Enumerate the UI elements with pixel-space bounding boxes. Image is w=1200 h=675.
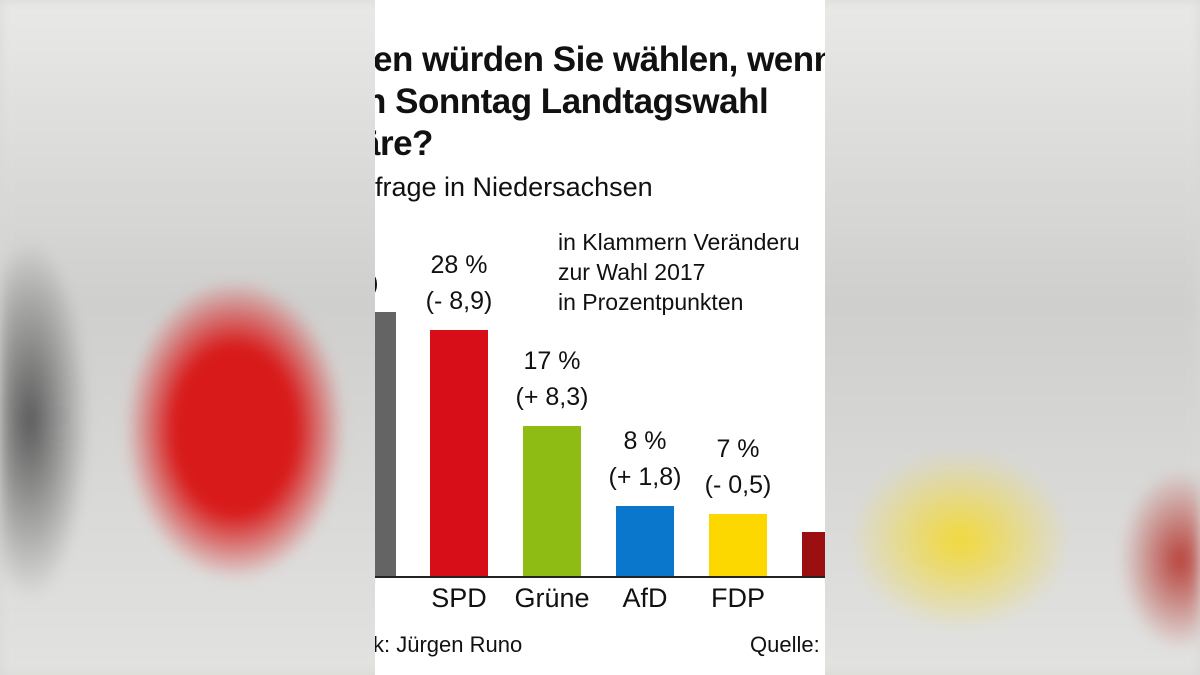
note: in Klammern Veränderu zur Wahl 2017 in P…	[558, 227, 800, 317]
category-label-2: Grüne	[514, 583, 590, 613]
change-label-2: (+ 8,3)	[515, 383, 589, 412]
category-label-5: Li	[786, 583, 825, 614]
bar-1	[430, 329, 488, 576]
category-label-4: FDP	[711, 583, 765, 613]
bar-4	[709, 514, 767, 576]
category-label-1: SPD	[431, 583, 487, 613]
change-label-1: (- 8,9)	[425, 286, 493, 315]
bar-2	[523, 426, 581, 576]
value-label-1: 28 %	[430, 250, 488, 279]
bar-0	[375, 312, 396, 576]
value-label-2: 17 %	[523, 347, 581, 376]
source: Quelle: I	[750, 632, 825, 657]
change-label-4: (- 0,5)	[704, 471, 772, 500]
note-line-3: in Prozentpunkten	[558, 289, 744, 315]
category-label-3: AfD	[622, 583, 668, 613]
x-axis-line	[375, 576, 825, 578]
title-line-3: äre?	[375, 124, 433, 163]
chart-panel: en würden Sie wählen, wenn n Sonntag Lan…	[375, 0, 825, 675]
subtitle: frage in Niedersachsen	[375, 172, 653, 202]
bar-5	[802, 532, 825, 576]
title-line-1: en würden Sie wählen, wenn	[375, 40, 825, 79]
credit: k: Jürgen Runo	[375, 632, 523, 657]
value-label-4: 7 %	[716, 435, 760, 464]
category-label-0: U	[375, 583, 422, 614]
change-label-3: (+ 1,8)	[608, 462, 682, 491]
note-line-1: in Klammern Veränderu	[558, 229, 800, 255]
bar-3	[616, 505, 674, 576]
value-label-5: 5	[791, 450, 825, 484]
change-label-5: (+	[791, 486, 825, 520]
title-line-2: n Sonntag Landtagswahl	[375, 82, 769, 121]
change-label-0: ,6)	[375, 266, 419, 300]
note-line-2: zur Wahl 2017	[558, 259, 706, 285]
value-label-0: %	[375, 230, 419, 264]
value-label-3: 8 %	[623, 426, 667, 455]
